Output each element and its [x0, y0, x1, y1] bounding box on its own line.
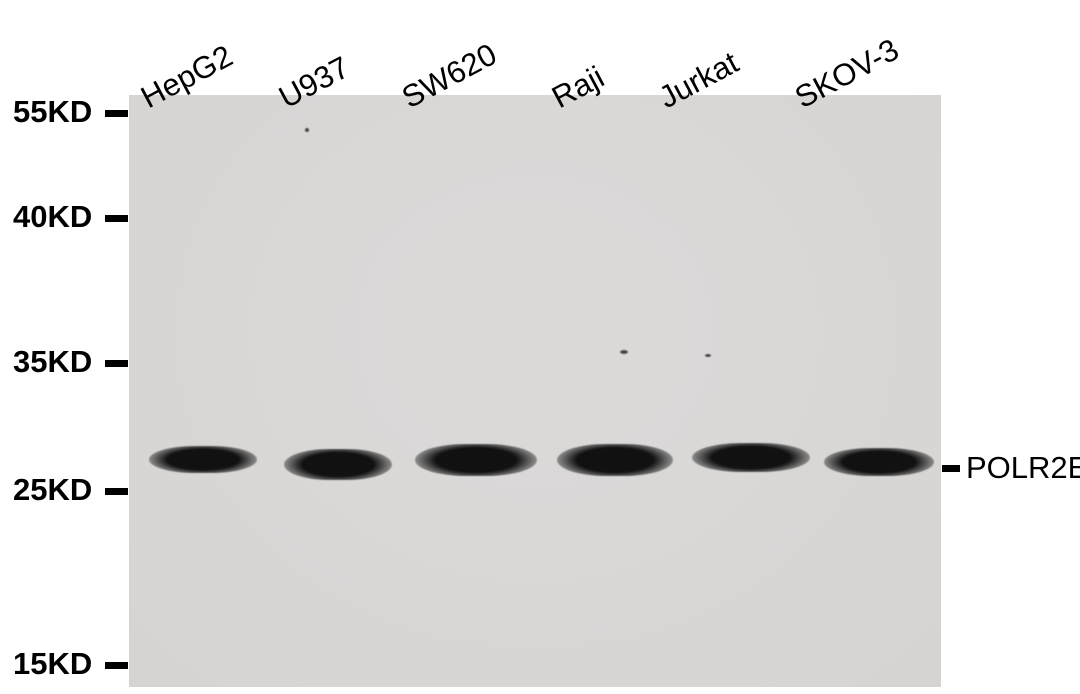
membrane [129, 95, 941, 687]
band-lane-1 [149, 446, 257, 473]
mw-tick-25 [105, 488, 128, 495]
band-lane-6 [824, 448, 934, 476]
blot-figure: 55KD 40KD 35KD 25KD 15KD HepG2 U937 SW62… [0, 0, 1080, 694]
mw-label-55: 55KD [13, 94, 92, 130]
mw-tick-40 [105, 215, 128, 222]
band-lane-3 [415, 444, 537, 476]
protein-tick [942, 465, 960, 472]
mw-label-15: 15KD [13, 646, 92, 682]
band-lane-2 [284, 449, 392, 480]
mw-label-40: 40KD [13, 199, 92, 235]
mw-label-25: 25KD [13, 472, 92, 508]
protein-label: POLR2E [966, 450, 1080, 486]
spot-1 [305, 128, 309, 132]
spot-3 [705, 354, 711, 357]
spot-2 [620, 350, 628, 354]
band-lane-4 [557, 444, 673, 476]
mw-tick-35 [105, 360, 128, 367]
mw-label-35: 35KD [13, 344, 92, 380]
band-lane-5 [692, 443, 810, 472]
mw-tick-55 [105, 110, 128, 117]
mw-tick-15 [105, 662, 128, 669]
